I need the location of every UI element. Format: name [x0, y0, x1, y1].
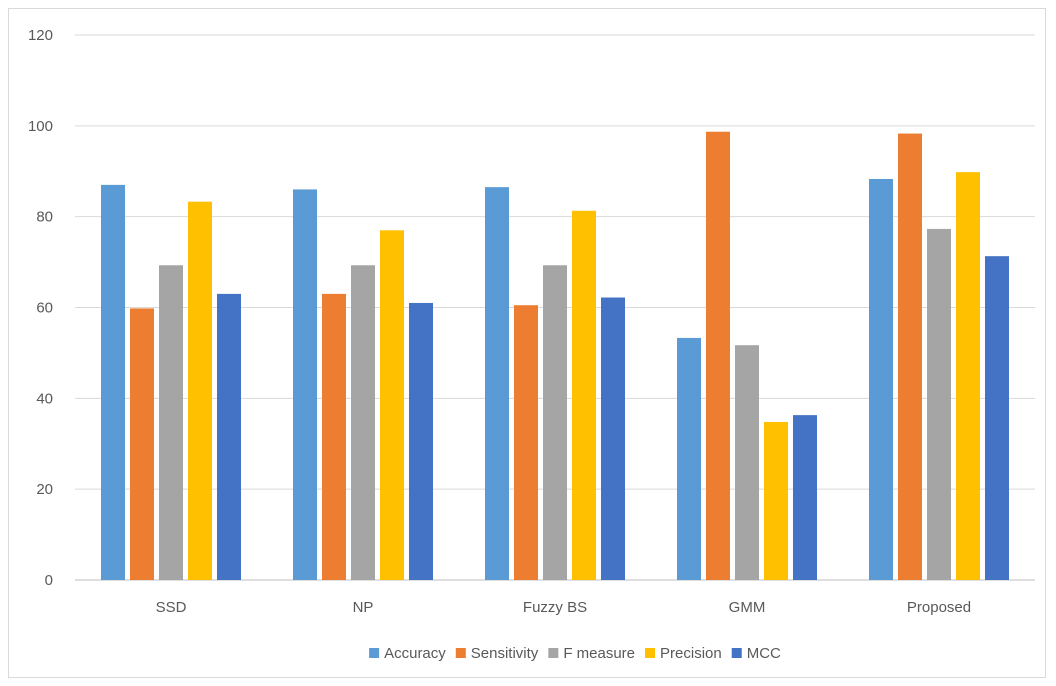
legend-swatch	[548, 648, 559, 658]
y-tick-label: 40	[36, 390, 53, 407]
y-tick-label: 120	[28, 27, 53, 44]
x-category-label: NP	[353, 599, 374, 616]
y-tick-label: 60	[36, 300, 53, 317]
bar-accuracy-gmm	[677, 337, 701, 580]
bar-accuracy-proposed	[869, 178, 893, 581]
bar-f-measure-fuzzy-bs	[543, 265, 567, 580]
bar-accuracy-np	[293, 189, 317, 580]
y-tick-label: 20	[36, 481, 53, 498]
bar-sensitivity-np	[322, 293, 346, 580]
bar-f-measure-np	[351, 265, 375, 580]
bar-mcc-gmm	[793, 415, 817, 580]
legend-swatch	[369, 648, 380, 658]
bar-f-measure-gmm	[735, 345, 759, 580]
legend-swatch	[455, 648, 466, 658]
bar-mcc-fuzzy-bs	[601, 297, 625, 580]
legend-swatch	[731, 648, 742, 658]
bar-precision-ssd	[188, 201, 212, 580]
legend-label: Accuracy	[384, 645, 446, 662]
bar-sensitivity-fuzzy-bs	[514, 305, 538, 580]
bar-precision-np	[380, 230, 404, 580]
x-axis-categories: SSD NP Fuzzy BS GMM Proposed	[156, 599, 972, 616]
bar-accuracy-ssd	[101, 184, 125, 580]
legend-label: Sensitivity	[471, 645, 539, 662]
bar-mcc-ssd	[217, 293, 241, 580]
bar-precision-proposed	[956, 172, 980, 581]
bar-f-measure-ssd	[159, 265, 183, 580]
bar-sensitivity-gmm	[706, 131, 730, 581]
bar-f-measure-proposed	[927, 228, 951, 580]
legend: Accuracy Sensitivity F measure Precision MCC	[369, 645, 781, 662]
y-axis-ticks: 0 20 40 60 80 100 120	[28, 27, 53, 589]
legend-label: MCC	[747, 645, 781, 662]
bar-sensitivity-ssd	[130, 308, 154, 580]
bar-precision-gmm	[764, 421, 788, 580]
y-tick-label: 100	[28, 118, 53, 135]
bar-precision-fuzzy-bs	[572, 210, 596, 580]
bars	[101, 131, 1009, 581]
x-category-label: Proposed	[907, 599, 971, 616]
bar-accuracy-fuzzy-bs	[485, 187, 509, 581]
bar-mcc-np	[409, 302, 433, 580]
y-tick-label: 0	[45, 572, 53, 589]
x-category-label: SSD	[156, 599, 187, 616]
legend-label: F measure	[563, 645, 635, 662]
legend-swatch	[645, 648, 656, 658]
legend-label: Precision	[660, 645, 722, 662]
y-tick-label: 80	[36, 209, 53, 226]
x-category-label: Fuzzy BS	[523, 599, 587, 616]
bar-mcc-proposed	[985, 256, 1009, 580]
bar-sensitivity-proposed	[898, 133, 922, 580]
x-category-label: GMM	[729, 599, 766, 616]
